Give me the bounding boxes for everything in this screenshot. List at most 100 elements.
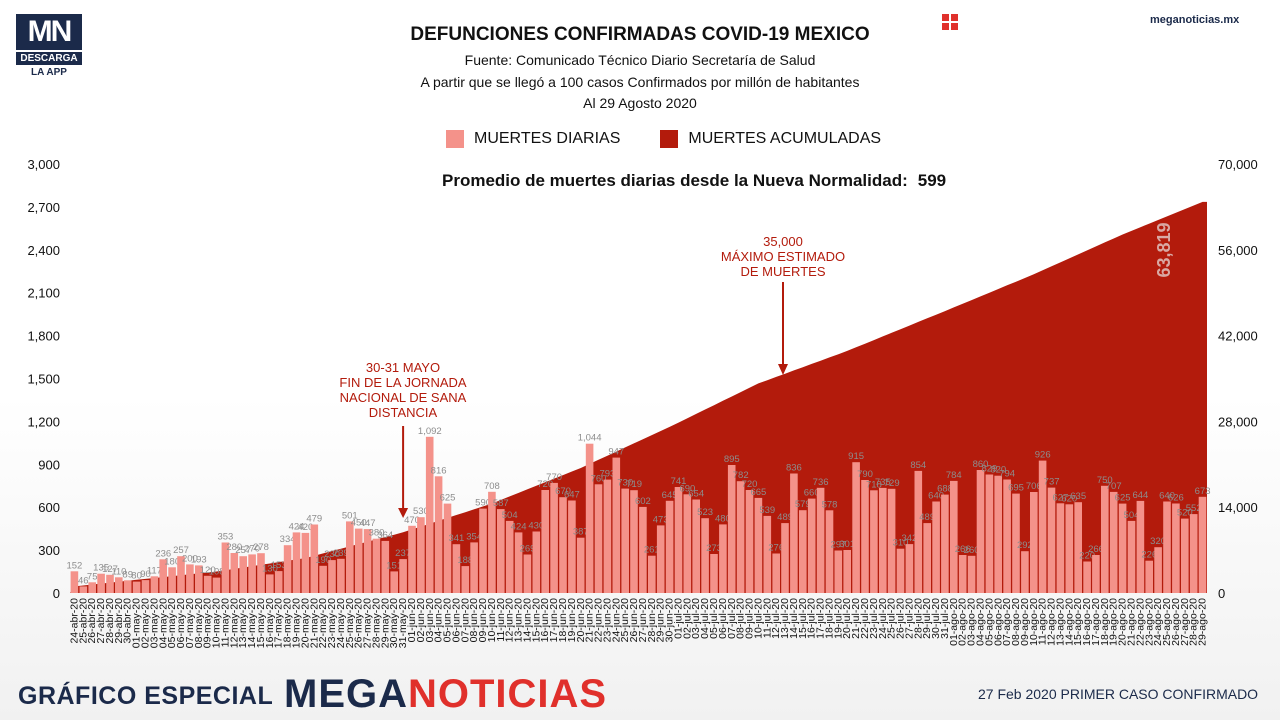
x-tick-label: 14-ago-20 — [1063, 598, 1075, 646]
daily-bar — [337, 558, 345, 593]
daily-bar — [479, 508, 487, 593]
daily-bar — [896, 548, 905, 593]
x-tick-label: 13-jun-20 — [513, 598, 525, 643]
meganoticias-app-logo[interactable]: MN DESCARGA LA APP — [16, 14, 82, 78]
daily-value-label: 794 — [999, 469, 1015, 480]
daily-bar — [239, 556, 247, 593]
x-tick-label: 30-jun-20 — [664, 598, 676, 643]
x-tick-label: 24-jun-20 — [610, 598, 622, 643]
x-tick-label: 29-jul-20 — [921, 598, 933, 639]
x-tick-label: 05-may-20 — [166, 598, 178, 648]
daily-bar — [790, 473, 798, 593]
daily-value-label: 736 — [813, 477, 829, 488]
x-tick-label: 31-may-20 — [397, 598, 409, 648]
x-tick-label: 17-may-20 — [273, 598, 285, 648]
daily-value-label: 645 — [662, 490, 678, 501]
daily-value-label: 380 — [369, 528, 385, 539]
daily-value-label: 364 — [377, 530, 393, 541]
logo-descarga: DESCARGA — [16, 52, 82, 65]
x-tick-label: 05-jun-20 — [442, 598, 454, 643]
x-tick-label: 10-ago-20 — [1028, 598, 1040, 646]
daily-bar — [452, 544, 461, 593]
daily-bar — [1021, 551, 1029, 593]
daily-bar — [346, 521, 354, 593]
daily-bar — [150, 576, 159, 593]
daily-bar — [79, 586, 88, 593]
daily-bar — [470, 542, 478, 593]
daily-value-label: 120 — [200, 565, 216, 576]
daily-value-label: 790 — [857, 469, 873, 480]
x-tick-label: 22-jul-20 — [859, 598, 871, 639]
left-axis-tick: 2,400 — [27, 243, 60, 258]
x-tick-label: 20-may-20 — [299, 598, 311, 648]
daily-value-label: 602 — [635, 496, 651, 507]
daily-bar — [692, 499, 700, 593]
x-tick-label: 22-ago-20 — [1134, 598, 1146, 646]
daily-bar — [1003, 479, 1011, 593]
daily-value-label: 334 — [280, 534, 296, 545]
daily-bar — [994, 475, 1002, 593]
x-tick-label: 05-ago-20 — [983, 598, 995, 646]
daily-bar — [425, 436, 434, 593]
chart-date: Al 29 Agosto 2020 — [583, 95, 697, 111]
daily-bar — [1118, 503, 1127, 593]
daily-bar — [621, 488, 629, 593]
daily-bar — [488, 491, 496, 593]
x-tick-label: 02-may-20 — [140, 598, 152, 648]
daily-bar — [1109, 491, 1118, 593]
daily-bar — [781, 523, 789, 593]
daily-bar — [292, 532, 301, 593]
x-tick-label: 08-may-20 — [193, 598, 205, 648]
daily-value-label: 654 — [688, 489, 704, 500]
x-tick-label: 14-jun-20 — [522, 598, 534, 643]
daily-value-label: 80 — [131, 571, 142, 582]
chart-title: DEFUNCIONES CONFIRMADAS COVID-19 MEXICO — [410, 24, 870, 45]
daily-bar — [603, 479, 612, 593]
daily-bar — [523, 554, 532, 593]
x-tick-label: 17-ago-20 — [1090, 598, 1102, 646]
x-tick-label: 09-may-20 — [202, 598, 214, 648]
x-tick-label: 24-jul-20 — [877, 598, 889, 639]
daily-bar — [887, 488, 896, 593]
daily-bar — [559, 497, 567, 593]
daily-bar — [505, 520, 514, 593]
x-tick-label: 09-jul-20 — [744, 598, 756, 639]
site-url[interactable]: meganoticias.mx — [1150, 14, 1240, 26]
daily-bar — [763, 515, 772, 593]
x-tick-label: 16-jun-20 — [539, 598, 551, 643]
daily-bar — [399, 559, 407, 593]
daily-value-label: 230 — [324, 549, 340, 560]
daily-value-label: 75 — [87, 571, 98, 582]
daily-bar — [354, 528, 363, 593]
daily-bar — [745, 490, 754, 593]
daily-bar — [1127, 520, 1136, 593]
daily-bar — [319, 565, 327, 593]
daily-value-label: 578 — [822, 499, 838, 510]
daily-bar — [612, 457, 621, 593]
daily-value-label: 735 — [875, 477, 891, 488]
daily-value-label: 387 — [573, 527, 589, 538]
daily-bar — [106, 574, 114, 593]
x-tick-label: 30-jul-20 — [930, 598, 942, 639]
daily-value-label: 151 — [386, 560, 402, 571]
daily-value-label: 829 — [981, 464, 997, 475]
lockdown-annotation-line: 30-31 MAYO — [366, 360, 440, 375]
daily-bar — [665, 500, 674, 593]
x-tick-label: 12-jun-20 — [504, 598, 516, 643]
daily-value-label: 239 — [333, 548, 349, 559]
left-axis-tick: 600 — [38, 500, 60, 515]
lockdown-annotation-line: NACIONAL DE SANA — [340, 390, 467, 405]
average-deaths-text: Promedio de muertes diarias desde la Nue… — [442, 171, 946, 190]
x-tick-label: 11-jul-20 — [761, 598, 773, 638]
daily-value-label: 110 — [111, 566, 126, 577]
daily-value-label: 670 — [555, 486, 571, 497]
daily-bar — [248, 554, 256, 593]
daily-bar — [1154, 547, 1162, 593]
x-tick-label: 23-may-20 — [326, 598, 338, 648]
x-tick-label: 26-may-20 — [353, 598, 365, 648]
daily-bar — [1092, 555, 1100, 593]
daily-bar — [372, 538, 381, 593]
x-tick-label: 01-jul-20 — [673, 598, 685, 639]
daily-value-label: 947 — [608, 447, 624, 458]
x-tick-label: 17-jul-20 — [815, 598, 827, 639]
